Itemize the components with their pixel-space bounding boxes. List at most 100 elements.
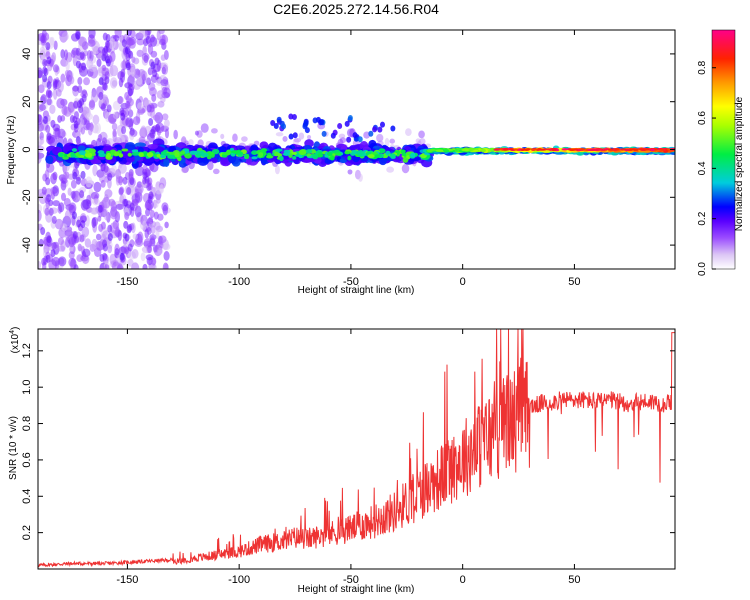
spectrogram-cell xyxy=(107,172,113,181)
spectrogram-cell xyxy=(107,232,113,241)
colorbar-tick-label: 0.0 xyxy=(697,262,708,276)
spectrogram-cell xyxy=(42,74,48,83)
spectrogram-cell xyxy=(368,130,374,137)
spectrogram-cell xyxy=(128,50,134,59)
spectrogram-cell xyxy=(337,123,343,130)
spectrogram-cell xyxy=(568,148,575,152)
spectrogram-cell xyxy=(312,153,319,160)
snr-y-tick-label: 0.8 xyxy=(21,416,33,431)
spectrogram-cell xyxy=(67,187,72,196)
spectrogram-cell xyxy=(75,31,81,40)
spectrogram-cell xyxy=(50,119,56,128)
colorbar-tick-label: 0.4 xyxy=(697,161,708,175)
colorbar-gradient xyxy=(711,29,736,270)
spectrogram-cell xyxy=(71,211,77,220)
spectrogram-cell xyxy=(162,64,169,75)
spectrogram-cell xyxy=(126,186,132,195)
spectrogram-cell xyxy=(231,152,236,157)
spectrogram-cell xyxy=(372,126,378,133)
spectrogram-cell xyxy=(127,88,133,97)
spectrogram-cell xyxy=(275,148,283,152)
spectrogram-axes: -150 -100 -50 0 50 -40 -20 0 20 40 xyxy=(21,30,675,288)
spectrogram-cell xyxy=(154,57,160,66)
spectrogram-cell xyxy=(270,120,276,127)
spectrogram-cell xyxy=(84,238,92,248)
spectrogram-cell xyxy=(81,94,87,103)
spectrogram-cell xyxy=(42,66,48,75)
spectrogram-cell xyxy=(333,152,342,156)
spectrogram-cell xyxy=(68,251,75,260)
spectrogram-cell xyxy=(145,208,151,217)
spectrogram-cell xyxy=(344,150,351,155)
spectrogram-cell xyxy=(155,123,161,132)
spectrogram-cell xyxy=(44,32,50,41)
spectrogram-cell xyxy=(232,133,238,142)
spectrogram-cell xyxy=(117,71,124,80)
spectrogram-y-tick-label: 0 xyxy=(21,146,33,152)
spectrogram-cell xyxy=(312,117,318,124)
spectrogram-cell xyxy=(126,30,132,37)
spectrogram-cell xyxy=(85,112,93,121)
spectrogram-cell xyxy=(275,132,284,137)
spectrogram-cell xyxy=(109,65,119,77)
snr-x-tick-label: 50 xyxy=(568,574,580,586)
spectrogram-cell xyxy=(60,192,67,202)
spectrogram-cell xyxy=(145,254,154,261)
spectrogram-cell xyxy=(153,211,159,220)
spectrogram-cell xyxy=(77,77,83,86)
spectrogram-cell xyxy=(91,238,98,251)
spectrogram-cell xyxy=(62,156,69,160)
spectrogram-cell xyxy=(78,150,86,155)
spectrogram-cell xyxy=(107,224,113,233)
spectrogram-cell xyxy=(54,218,64,230)
spectrogram-cell xyxy=(280,123,286,130)
spectrogram-cell xyxy=(63,153,68,158)
spectrogram-cell xyxy=(121,126,127,135)
spectrogram-cell xyxy=(45,90,51,99)
spectrogram-cell xyxy=(401,163,410,174)
spectrogram-cell xyxy=(40,227,46,236)
spectrogram-cell xyxy=(103,208,109,221)
spectrogram-cell xyxy=(104,71,110,80)
spectrogram-cell xyxy=(110,150,115,156)
spectrogram-cell xyxy=(173,129,178,140)
snr-y-tick-label: 0.2 xyxy=(21,525,33,540)
spectrogram-cell xyxy=(258,152,264,158)
spectrogram-cell xyxy=(118,77,124,88)
spectrogram-cell xyxy=(70,190,76,199)
spectrogram-cell xyxy=(38,114,43,125)
spectrogram-x-tick-label: -100 xyxy=(228,276,250,288)
spectrogram-cell xyxy=(82,248,91,258)
spectrogram-cell xyxy=(146,77,152,86)
spectrogram-cell xyxy=(134,142,147,148)
spectrogram-cell xyxy=(92,164,98,177)
spectrogram-cell xyxy=(123,246,129,255)
spectrogram-cell xyxy=(321,130,327,137)
spectrogram-cell xyxy=(259,141,269,150)
spectrogram-cell xyxy=(134,183,144,195)
spectrogram-cell xyxy=(128,109,134,118)
spectrogram-cell xyxy=(251,150,258,155)
spectrogram-cell xyxy=(352,132,358,139)
spectrogram-cell xyxy=(347,115,353,122)
spectrogram-cell xyxy=(389,153,396,159)
spectrogram-cell xyxy=(127,259,134,267)
spectrogram-cell xyxy=(136,49,144,58)
spectrogram-cell xyxy=(142,220,147,231)
spectrogram-cell xyxy=(124,142,136,151)
spectrogram-cell xyxy=(129,202,135,211)
spectrogram-cell xyxy=(158,247,163,255)
spectrogram-cell xyxy=(138,96,144,103)
spectrogram-cell xyxy=(99,253,105,262)
spectrogram-cell xyxy=(38,238,44,247)
spectrogram-cell xyxy=(251,156,258,160)
colorbar-tick-label: 0.8 xyxy=(697,60,708,74)
spectrogram-cell xyxy=(42,115,48,124)
spectrogram-cell xyxy=(357,136,363,143)
snr-y-multiplier-exponent: 4 xyxy=(9,330,16,334)
spectrogram-cell xyxy=(65,59,70,72)
spectrogram-cell xyxy=(339,137,347,144)
spectrogram-cell xyxy=(73,111,79,120)
spectrogram-cell xyxy=(426,149,433,153)
